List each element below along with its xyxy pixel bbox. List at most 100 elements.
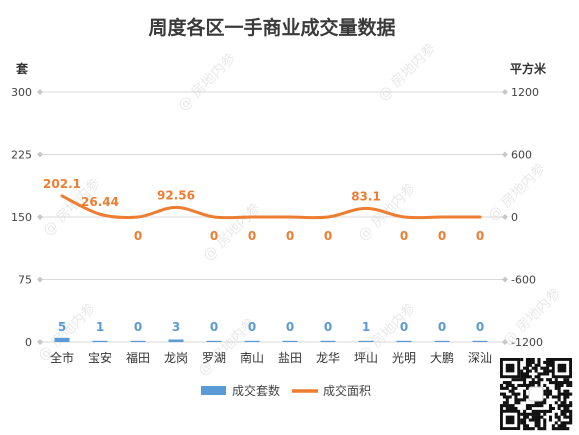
qr-module xyxy=(511,392,515,396)
bar-data-label: 0 xyxy=(248,320,256,334)
qr-module xyxy=(531,366,535,370)
qr-module xyxy=(508,383,512,387)
qr-module xyxy=(517,401,521,405)
qr-module xyxy=(563,389,567,393)
qr-module xyxy=(531,415,535,419)
legend[interactable]: 成交套数 成交面积 xyxy=(201,383,371,398)
qr-module xyxy=(523,395,527,399)
qr-module xyxy=(508,389,512,393)
qr-module xyxy=(569,418,573,422)
qr-module xyxy=(502,401,506,405)
qr-module xyxy=(502,392,506,396)
qr-module xyxy=(540,415,544,419)
qr-module xyxy=(537,358,541,362)
bar xyxy=(434,340,450,342)
qr-module xyxy=(543,389,547,393)
qr-module xyxy=(569,401,573,405)
qr-module xyxy=(546,389,550,393)
qr-module xyxy=(525,372,529,376)
qr-module xyxy=(548,406,553,411)
qr-module xyxy=(520,398,524,402)
qr-module xyxy=(557,404,561,408)
qr-module xyxy=(531,381,535,385)
qr-module xyxy=(543,421,547,425)
qr-module xyxy=(531,412,535,416)
bar xyxy=(358,340,374,342)
qr-module xyxy=(543,360,547,364)
qr-module xyxy=(548,358,553,362)
bar-data-label: 0 xyxy=(134,320,142,334)
qr-module xyxy=(557,395,561,399)
qr-module xyxy=(523,378,527,382)
qr-module xyxy=(508,381,512,385)
qr-module xyxy=(508,404,512,408)
qr-module xyxy=(551,427,555,431)
qr-module xyxy=(563,415,567,419)
qr-module xyxy=(502,395,506,399)
qr-module xyxy=(537,418,541,422)
qr-module xyxy=(563,409,567,413)
qr-module xyxy=(505,381,509,385)
qr-module xyxy=(569,415,573,419)
qr-module xyxy=(531,404,535,408)
qr-module xyxy=(528,412,532,416)
grid-marker xyxy=(502,276,508,283)
qr-module xyxy=(563,381,567,385)
qr-finder xyxy=(557,363,567,373)
qr-module xyxy=(548,369,553,373)
qr-module xyxy=(500,404,504,408)
qr-module xyxy=(569,392,573,396)
qr-module xyxy=(543,366,547,370)
qr-module xyxy=(534,409,538,413)
x-tick-label: 龙华 xyxy=(316,351,340,365)
grid-marker xyxy=(502,151,508,158)
bar-data-label: 5 xyxy=(58,320,66,334)
qr-module xyxy=(523,383,527,387)
qr-module xyxy=(560,381,564,385)
qr-module xyxy=(520,372,524,376)
qr-module xyxy=(543,427,547,431)
qr-module xyxy=(534,404,538,408)
qr-module xyxy=(563,378,567,382)
qr-module xyxy=(511,383,515,387)
line-data-label: 0 xyxy=(248,229,256,243)
qr-module xyxy=(546,358,550,362)
qr-module xyxy=(563,421,567,425)
qr-module xyxy=(557,424,561,428)
grid-marker xyxy=(37,151,43,158)
qr-module xyxy=(543,412,547,416)
line-data-label: 0 xyxy=(438,229,446,243)
qr-module xyxy=(517,398,521,402)
qr-module xyxy=(540,378,544,382)
left-tick-label: 225 xyxy=(11,149,32,162)
qr-module xyxy=(537,415,541,419)
qr-module xyxy=(534,363,538,367)
qr-module xyxy=(554,395,558,399)
qr-module xyxy=(566,421,570,425)
line-data-label: 0 xyxy=(134,229,142,243)
bar xyxy=(168,339,184,342)
qr-module xyxy=(505,386,509,390)
qr-module xyxy=(523,424,527,428)
qr-module xyxy=(560,424,564,428)
qr-module xyxy=(543,418,547,422)
qr-module xyxy=(546,409,550,413)
qr-module xyxy=(554,378,558,382)
qr-module xyxy=(566,415,570,419)
qr-module xyxy=(520,421,524,425)
qr-module xyxy=(566,427,570,431)
qr-module xyxy=(569,409,573,413)
chart-title: 周度各区一手商业成交量数据 xyxy=(148,16,395,39)
bar-data-label: 3 xyxy=(172,320,180,334)
qr-module xyxy=(528,427,532,431)
qr-module xyxy=(511,389,515,393)
qr-module xyxy=(525,360,529,364)
qr-module xyxy=(502,404,506,408)
qr-module xyxy=(534,415,538,419)
right-tick-label: -1200 xyxy=(511,336,543,349)
qr-finder xyxy=(505,415,515,425)
qr-module xyxy=(531,378,535,382)
qr-module xyxy=(537,401,541,405)
right-tick-label: -600 xyxy=(511,274,536,287)
x-tick-label: 罗湖 xyxy=(202,350,226,365)
